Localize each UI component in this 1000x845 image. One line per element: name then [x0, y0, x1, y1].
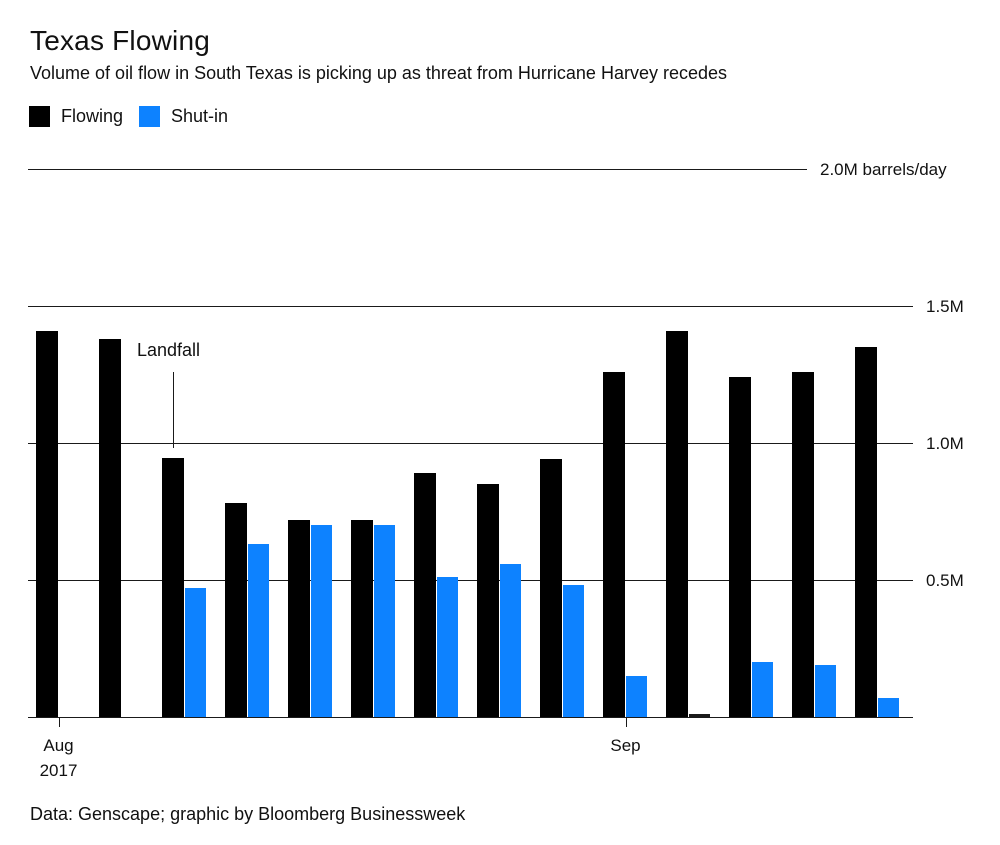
chart-subtitle: Volume of oil flow in South Texas is pic…: [30, 63, 727, 83]
x-axis-tick: [58, 718, 60, 727]
x-axis-baseline: [28, 717, 913, 719]
bar-shutin: [815, 665, 836, 717]
bar-shutin: [311, 525, 332, 717]
bar-shutin: [752, 662, 773, 717]
gridline-1.5: [28, 306, 913, 308]
legend-label-flowing: Flowing: [61, 106, 124, 126]
bar-shutin: [689, 714, 710, 717]
bar-shutin: [878, 698, 899, 717]
x-axis-tick: [625, 718, 627, 727]
legend: Flowing Shut-in: [29, 106, 228, 127]
x-axis-label: 2017: [39, 761, 78, 780]
bar-shutin: [437, 577, 458, 717]
bar-shutin: [374, 525, 395, 717]
bar-flowing: [729, 377, 751, 717]
bar-flowing: [99, 339, 121, 717]
bar-shutin: [248, 544, 269, 717]
bar-flowing: [414, 473, 436, 717]
legend-item-flowing: Flowing: [29, 106, 123, 127]
bar-flowing: [477, 484, 499, 717]
bar-flowing: [162, 458, 184, 717]
bar-flowing: [36, 331, 58, 717]
y-axis-label-1.5: 1.5M: [926, 297, 964, 316]
bar-shutin: [626, 676, 647, 717]
page-title: Texas Flowing: [30, 25, 211, 56]
x-axis-label: Aug: [43, 736, 74, 755]
y-axis-label-0.5: 0.5M: [926, 571, 964, 590]
x-axis-label: Sep: [610, 736, 641, 755]
bar-flowing: [603, 372, 625, 717]
annotation-landfall-label: Landfall: [137, 340, 201, 360]
bar-flowing: [666, 331, 688, 717]
bar-shutin: [500, 564, 521, 717]
source-credit: Data: Genscape; graphic by Bloomberg Bus…: [30, 804, 466, 824]
bar-flowing: [351, 520, 373, 717]
gridline-0.5: [28, 580, 913, 582]
flowing-swatch-icon: [29, 106, 50, 127]
gridline-1: [28, 443, 913, 445]
y-axis-label-1: 1.0M: [926, 434, 964, 453]
bar-flowing: [855, 347, 877, 717]
bar-flowing: [792, 372, 814, 717]
bar-shutin: [185, 588, 206, 717]
bar-flowing: [540, 459, 562, 717]
bar-shutin: [563, 585, 584, 717]
gridline-2: [28, 169, 807, 171]
shutin-swatch-icon: [139, 106, 161, 127]
bar-flowing: [225, 503, 247, 717]
bar-flowing: [288, 520, 310, 717]
y-axis-label-2: 2.0M barrels/day: [820, 160, 947, 179]
legend-label-shutin: Shut-in: [171, 106, 229, 126]
annotation-landfall-line: [173, 372, 175, 448]
legend-item-shutin: Shut-in: [139, 106, 228, 127]
